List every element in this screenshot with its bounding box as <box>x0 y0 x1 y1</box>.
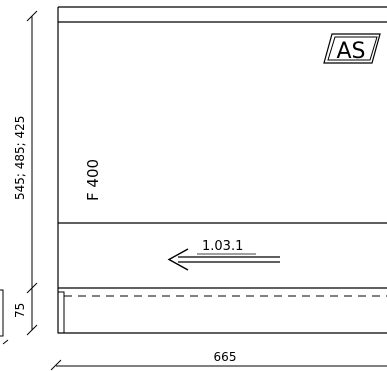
logo-text: AS <box>336 39 365 64</box>
left-edge-marks <box>0 289 9 345</box>
plinth-dimension-line <box>26 298 38 336</box>
arrow-label: 1.03.1 <box>202 239 243 254</box>
direction-arrow <box>167 248 280 271</box>
width-dimension-line <box>50 359 387 371</box>
width-dimension-label: 665 <box>214 350 237 364</box>
plinth-dimension-label: 75 <box>13 303 27 318</box>
as-logo: AS <box>323 33 381 64</box>
plinth-detail <box>57 291 387 334</box>
panel-label: F 400 <box>84 159 102 201</box>
cabinet-outline <box>57 6 387 334</box>
height-dimension-label: 545; 485; 425 <box>13 116 27 200</box>
height-dimension-line <box>26 10 38 298</box>
